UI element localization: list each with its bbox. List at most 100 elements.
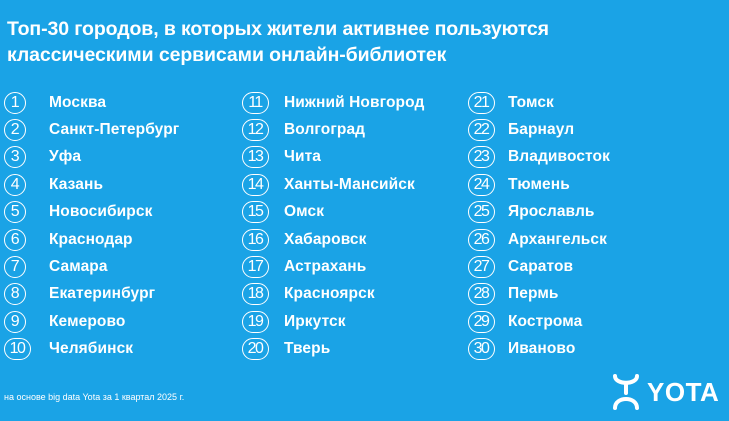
list-item: 16 Хабаровск [242, 226, 424, 253]
rank-number: 29 [468, 310, 495, 333]
list-item: 13 Чита [242, 144, 424, 171]
list-item: 17 Астрахань [242, 253, 424, 280]
source-footnote: на основе big data Yota за 1 квартал 202… [4, 392, 185, 402]
rank-number: 17 [242, 256, 269, 279]
city-name: Саратов [508, 258, 574, 276]
list-item: 28 Пермь [468, 281, 610, 308]
ranking-column-2: 11 Нижний Новгород 12 Волгоград 13 Чита 14 Х… [242, 89, 424, 363]
list-item: 29 Кострома [468, 308, 610, 335]
rank-number: 13 [242, 146, 269, 169]
city-name: Ярославль [508, 203, 595, 221]
city-name: Кострома [508, 312, 583, 330]
rank-number: 5 [4, 201, 26, 224]
list-item: 30 Иваново [468, 336, 610, 363]
rank-number: 2 [4, 119, 26, 142]
city-name: Чита [284, 148, 322, 166]
list-item: 27 Саратов [468, 253, 610, 280]
city-name: Архангельск [508, 230, 607, 248]
list-item: 4 Казань [4, 171, 179, 198]
rank-number: 23 [468, 146, 495, 169]
city-name: Кемерово [49, 312, 126, 330]
rank-number: 8 [4, 283, 26, 306]
city-name: Томск [508, 93, 554, 111]
list-item: 15 Омск [242, 199, 424, 226]
list-item: 2 Санкт-Петербург [4, 116, 179, 143]
list-item: 3 Уфа [4, 144, 179, 171]
city-name: Казань [49, 175, 104, 193]
rank-number: 9 [4, 310, 26, 333]
city-name: Хабаровск [284, 230, 367, 248]
list-item: 5 Новосибирск [4, 199, 179, 226]
list-item: 18 Красноярск [242, 281, 424, 308]
list-item: 10 Челябинск [4, 336, 179, 363]
city-name: Краснодар [49, 230, 133, 248]
city-name: Челябинск [49, 340, 134, 358]
rank-number: 22 [468, 119, 495, 142]
city-name: Уфа [49, 148, 82, 166]
ranking-column-3: 21 Томск 22 Барнаул 23 Владивосток 24 Тюмень… [468, 89, 610, 363]
city-name: Самара [49, 258, 108, 276]
city-name: Тюмень [508, 175, 570, 193]
city-name: Санкт-Петербург [49, 121, 180, 139]
rank-number: 3 [4, 146, 26, 169]
rank-number: 19 [242, 310, 269, 333]
title-line-1: Топ-30 городов, в которых жители активне… [7, 18, 549, 40]
list-item: 19 Иркутск [242, 308, 424, 335]
yota-logo: YOTA [611, 374, 719, 410]
list-item: 25 Ярославль [468, 199, 610, 226]
rank-number: 10 [4, 338, 31, 361]
city-name: Красноярск [284, 285, 375, 303]
rank-number: 6 [4, 228, 26, 251]
city-name: Иваново [508, 340, 576, 358]
rank-number: 7 [4, 256, 26, 279]
rank-number: 21 [468, 91, 495, 114]
rank-number: 25 [468, 201, 495, 224]
rank-number: 26 [468, 228, 495, 251]
city-name: Москва [49, 93, 107, 111]
list-item: 22 Барнаул [468, 116, 610, 143]
rank-number: 16 [242, 228, 269, 251]
city-name: Омск [284, 203, 325, 221]
yota-logo-text: YOTA [647, 376, 720, 407]
list-item: 21 Томск [468, 89, 610, 116]
list-item: 9 Кемерово [4, 308, 179, 335]
city-name: Тверь [284, 340, 331, 358]
title-line-2: классическими сервисами онлайн-библиотек [7, 44, 447, 66]
city-name: Пермь [508, 285, 559, 303]
list-item: 12 Волгоград [242, 116, 424, 143]
list-item: 7 Самара [4, 253, 179, 280]
city-name: Нижний Новгород [284, 93, 425, 111]
rank-number: 11 [242, 91, 269, 114]
list-item: 20 Тверь [242, 336, 424, 363]
city-name: Барнаул [508, 121, 575, 139]
list-item: 23 Владивосток [468, 144, 610, 171]
list-item: 24 Тюмень [468, 171, 610, 198]
list-item: 1 Москва [4, 89, 179, 116]
rank-number: 24 [468, 173, 495, 196]
rank-number: 12 [242, 119, 269, 142]
rank-number: 30 [468, 338, 495, 361]
list-item: 11 Нижний Новгород [242, 89, 424, 116]
page-title: Топ-30 городов, в которых жители активне… [7, 16, 697, 68]
city-name: Владивосток [508, 148, 610, 166]
rank-number: 4 [4, 173, 26, 196]
city-name: Волгоград [284, 121, 366, 139]
rank-number: 18 [242, 283, 269, 306]
rank-number: 15 [242, 201, 269, 224]
list-item: 26 Архангельск [468, 226, 610, 253]
rank-number: 28 [468, 283, 495, 306]
city-name: Екатеринбург [49, 285, 156, 303]
city-name: Ханты-Мансийск [284, 175, 415, 193]
list-item: 6 Краснодар [4, 226, 179, 253]
list-item: 8 Екатеринбург [4, 281, 179, 308]
rank-number: 27 [468, 256, 495, 279]
rank-number: 14 [242, 173, 269, 196]
city-name: Астрахань [284, 258, 367, 276]
rank-number: 1 [4, 91, 26, 114]
list-item: 14 Ханты-Мансийск [242, 171, 424, 198]
ranking-column-1: 1 Москва 2 Санкт-Петербург 3 Уфа 4 Казань 5 Н… [4, 89, 179, 363]
city-name: Новосибирск [49, 203, 153, 221]
yota-logo-icon [611, 374, 641, 410]
city-name: Иркутск [284, 312, 346, 330]
rank-number: 20 [242, 338, 269, 361]
